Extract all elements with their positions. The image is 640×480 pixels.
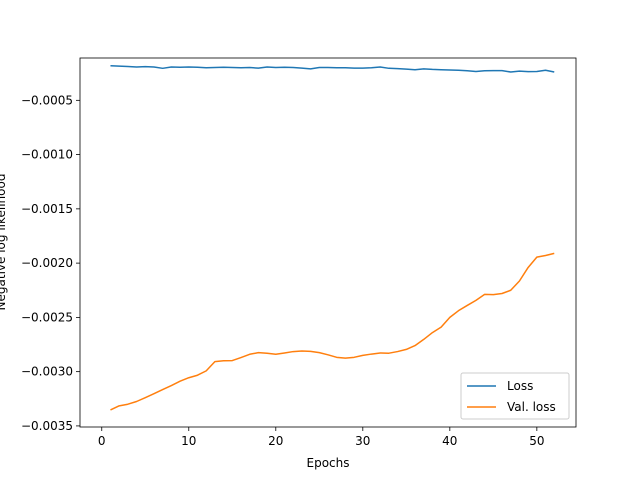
y-tick-label: −0.0010 [21,148,73,162]
x-tick-label: 20 [268,434,283,448]
y-tick-label: −0.0035 [21,419,73,433]
y-tick-label: −0.0030 [21,365,73,379]
y-axis-label: Negative log likelihood [0,174,8,311]
series-line-loss [110,64,555,73]
x-axis-ticks: 0 10 20 30 40 50 [98,427,544,448]
x-axis-label: Epochs [307,456,350,470]
y-tick-label: −0.0015 [21,202,73,216]
x-tick-label: 50 [529,434,544,448]
x-tick-label: 40 [442,434,457,448]
y-tick-label: −0.0020 [21,256,73,270]
x-tick-label: 0 [98,434,106,448]
y-axis-ticks: −0.0035 −0.0030 −0.0025 −0.0020 −0.0015 −0.00… [21,93,80,433]
y-tick-label: −0.0005 [21,93,73,107]
y-tick-label: −0.0025 [21,310,73,324]
x-tick-label: 30 [355,434,370,448]
series-lines [110,64,555,411]
x-tick-label: 10 [181,434,196,448]
series-line-val-loss [110,252,555,411]
plot-area [80,58,576,427]
legend-loss-label: Loss [507,379,533,393]
legend-val-loss-label: Val. loss [507,400,556,414]
legend: Loss Val. loss [460,372,570,420]
axes-frame [79,57,577,428]
